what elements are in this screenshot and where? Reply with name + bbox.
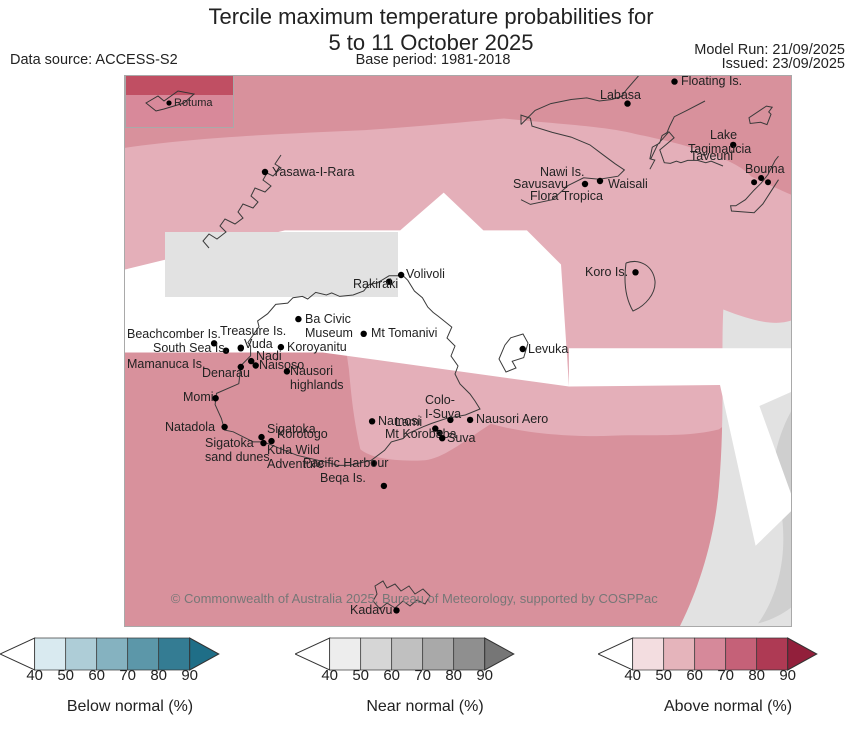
svg-text:Pacific Harbour: Pacific Harbour <box>303 456 388 470</box>
svg-text:Denarau: Denarau <box>202 366 250 380</box>
svg-text:90: 90 <box>181 667 198 682</box>
svg-text:Rakiraki: Rakiraki <box>353 277 398 291</box>
svg-text:60: 60 <box>88 667 105 682</box>
svg-text:Momi: Momi <box>183 390 214 404</box>
svg-text:Korotogo: Korotogo <box>277 427 328 441</box>
svg-text:Taveuni: Taveuni <box>690 149 733 163</box>
svg-text:Levuka: Levuka <box>528 342 568 356</box>
svg-text:sand dunes: sand dunes <box>205 450 270 464</box>
svg-text:Yasawa-I-Rara: Yasawa-I-Rara <box>272 165 354 179</box>
svg-text:I-Suva: I-Suva <box>425 407 461 421</box>
svg-text:70: 70 <box>119 667 136 682</box>
svg-text:Kula Wild: Kula Wild <box>267 443 320 457</box>
svg-text:80: 80 <box>150 667 167 682</box>
svg-text:50: 50 <box>352 667 369 682</box>
svg-text:Mamanuca Is.: Mamanuca Is. <box>127 357 206 371</box>
svg-text:70: 70 <box>414 667 431 682</box>
svg-text:Koroyanitu: Koroyanitu <box>287 340 347 354</box>
svg-text:90: 90 <box>476 667 493 682</box>
svg-text:Mt Tomanivi: Mt Tomanivi <box>371 326 437 340</box>
svg-text:90: 90 <box>779 667 796 682</box>
svg-text:40: 40 <box>321 667 338 682</box>
svg-text:80: 80 <box>445 667 462 682</box>
svg-text:Sigatoka: Sigatoka <box>205 436 254 450</box>
svg-text:© Commonwealth of Australia 20: © Commonwealth of Australia 2025, Bureau… <box>171 591 658 606</box>
svg-text:Treasure Is.: Treasure Is. <box>220 324 286 338</box>
svg-text:40: 40 <box>26 667 43 682</box>
svg-text:Nausori: Nausori <box>290 364 333 378</box>
svg-text:Floating Is.: Floating Is. <box>681 76 742 88</box>
svg-text:70: 70 <box>717 667 734 682</box>
svg-text:Koro Is.: Koro Is. <box>585 265 628 279</box>
svg-text:Suva: Suva <box>447 431 476 445</box>
svg-text:Nausori Aero: Nausori Aero <box>476 412 548 426</box>
svg-text:highlands: highlands <box>290 378 344 392</box>
svg-text:South Sea Is.: South Sea Is. <box>153 341 228 355</box>
svg-text:80: 80 <box>748 667 765 682</box>
svg-text:60: 60 <box>686 667 703 682</box>
svg-text:Flora Tropica: Flora Tropica <box>530 189 603 203</box>
svg-text:Lake: Lake <box>710 128 737 142</box>
svg-text:Volivoli: Volivoli <box>406 267 445 281</box>
svg-text:Beqa Is.: Beqa Is. <box>320 471 366 485</box>
svg-text:Museum: Museum <box>305 326 353 340</box>
svg-text:Labasa: Labasa <box>600 88 641 102</box>
svg-text:50: 50 <box>655 667 672 682</box>
svg-text:Beachcomber Is.: Beachcomber Is. <box>127 327 221 341</box>
svg-text:50: 50 <box>57 667 74 682</box>
svg-text:Colo-: Colo- <box>425 393 455 407</box>
svg-text:Rotuma: Rotuma <box>174 97 213 109</box>
svg-text:Mt Korobaba: Mt Korobaba <box>385 427 457 441</box>
svg-text:Bouma: Bouma <box>745 162 785 176</box>
svg-text:Ba Civic: Ba Civic <box>305 312 351 326</box>
svg-text:60: 60 <box>383 667 400 682</box>
svg-text:40: 40 <box>624 667 641 682</box>
svg-text:Waisali: Waisali <box>608 177 648 191</box>
svg-text:Natadola: Natadola <box>165 420 215 434</box>
